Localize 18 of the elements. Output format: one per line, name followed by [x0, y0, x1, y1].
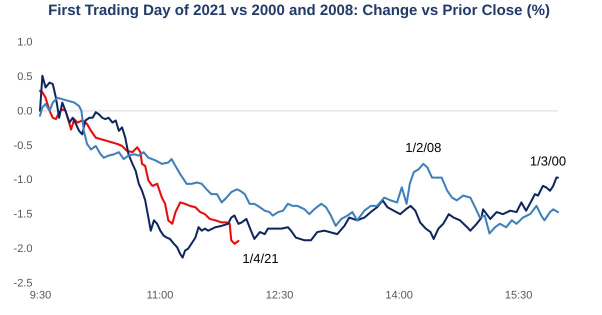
x-tick-label: 11:00: [146, 290, 174, 302]
series-label: 1/2/08: [405, 140, 442, 155]
x-tick-label: 12:30: [266, 290, 294, 302]
x-tick-label: 14:00: [385, 290, 413, 302]
y-tick-label: 1.0: [17, 36, 32, 48]
y-tick-label: -0.5: [14, 140, 32, 152]
y-tick-label: 0.5: [17, 70, 32, 83]
chart-title: First Trading Day of 2021 vs 2000 and 2008: Change vs Prior Close (%): [48, 2, 550, 19]
y-tick-label: -2.0: [14, 243, 32, 256]
y-tick-label: 0.0: [17, 105, 32, 118]
y-tick-label: -1.0: [14, 174, 32, 186]
series-label: 1/3/00: [530, 154, 566, 169]
y-tick-label: -1.5: [14, 208, 32, 221]
y-tick-label: -2.5: [14, 278, 32, 290]
series-label: 1/4/21: [242, 250, 279, 266]
line-series: [39, 90, 240, 245]
x-tick-label: 15:30: [504, 290, 532, 302]
x-tick-label: 9:30: [30, 290, 52, 302]
